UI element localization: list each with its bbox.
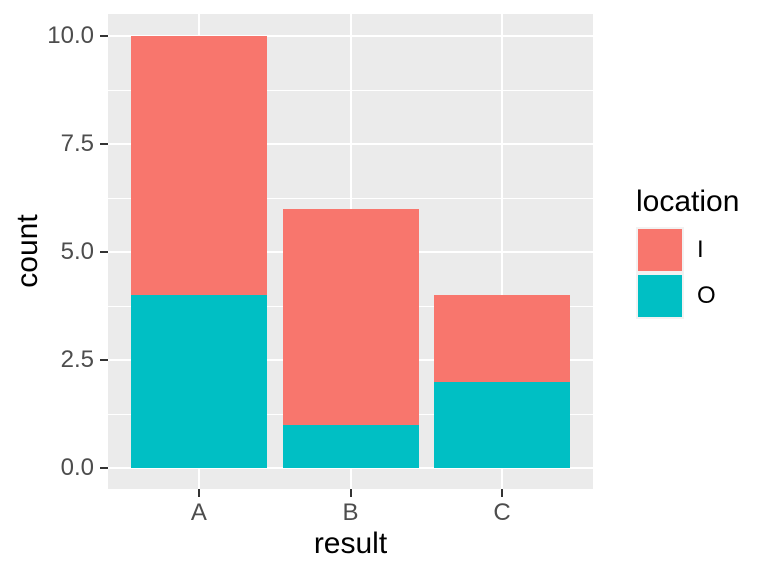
- y-tick-label: 0.0: [60, 454, 94, 481]
- x-tick-mark: [501, 489, 504, 497]
- bar-segment-A-I: [130, 36, 267, 296]
- x-tick-label: B: [342, 499, 359, 526]
- bar-segment-A-O: [130, 295, 267, 468]
- plot-panel: [108, 14, 593, 489]
- legend-item-I: I: [636, 227, 739, 273]
- gridline-major-v: [501, 14, 504, 489]
- legend-title: location: [636, 185, 740, 218]
- x-axis-title: result: [313, 527, 388, 560]
- y-tick-mark: [100, 359, 108, 361]
- legend-key: [636, 227, 684, 273]
- bar-segment-B-I: [282, 208, 419, 425]
- legend-label: O: [697, 282, 716, 309]
- legend-key: [636, 273, 684, 319]
- bar-segment-C-O: [434, 381, 571, 468]
- legend-item-O: O: [636, 273, 739, 319]
- x-tick-mark: [349, 489, 352, 497]
- legend-label: I: [697, 236, 704, 263]
- y-tick-mark: [100, 467, 108, 469]
- y-tick-mark: [100, 251, 108, 253]
- legend-swatch-I: [638, 229, 682, 271]
- legend-swatch-O: [638, 275, 682, 317]
- bar-segment-B-O: [282, 424, 419, 468]
- bar-segment-C-I: [434, 295, 571, 382]
- y-axis-title: count: [11, 214, 44, 288]
- x-tick-mark: [197, 489, 200, 497]
- x-tick-label: C: [493, 499, 511, 526]
- y-tick-mark: [100, 143, 108, 145]
- x-tick-label: A: [190, 499, 207, 526]
- y-tick-mark: [100, 35, 108, 37]
- y-tick-label: 10.0: [47, 22, 94, 49]
